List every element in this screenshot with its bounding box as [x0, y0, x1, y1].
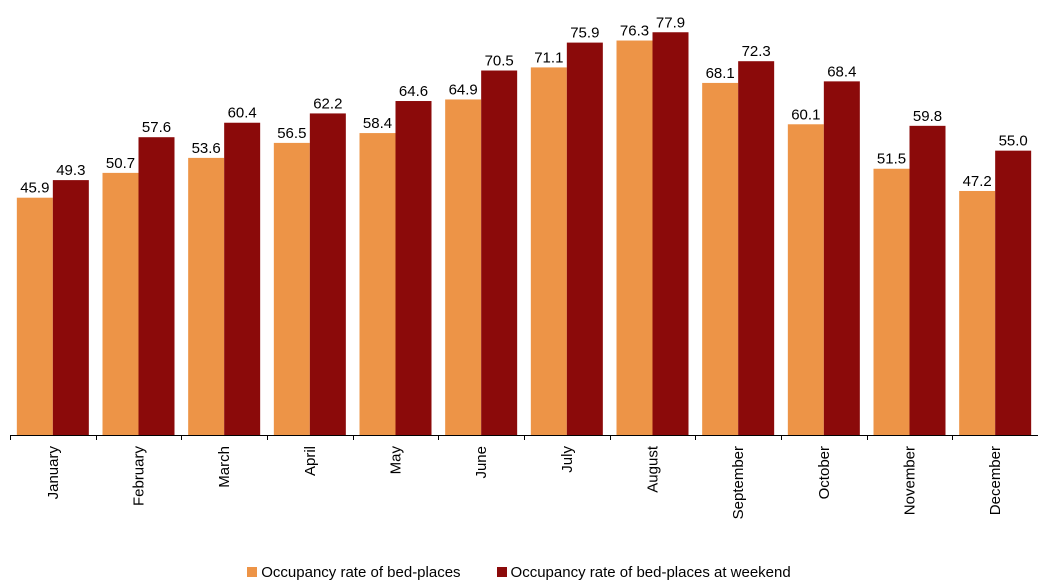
bar-series-2-march [224, 122, 261, 436]
x-tick-label-september: September [730, 446, 747, 519]
bar-series-1-august [616, 40, 653, 436]
data-label-series-1-october: 60.1 [791, 106, 820, 123]
data-label-series-2-september: 72.3 [742, 43, 771, 60]
data-label-series-2-october: 68.4 [827, 63, 856, 80]
data-label-series-2-april: 62.2 [313, 95, 342, 112]
bar-series-2-september [738, 61, 775, 436]
bar-series-2-october [823, 81, 860, 435]
chart-legend: Occupancy rate of bed-places Occupancy r… [0, 563, 1038, 581]
data-label-series-2-november: 59.8 [913, 108, 942, 125]
x-tick-label-march: March [216, 446, 233, 488]
data-label-series-2-december: 55.0 [999, 133, 1028, 150]
x-tick-label-november: November [902, 446, 919, 515]
x-tick-label-december: December [987, 446, 1004, 515]
legend-label-series-2: Occupancy rate of bed-places at weekend [510, 563, 791, 581]
data-label-series-2-june: 70.5 [485, 53, 514, 70]
bar-series-1-may [359, 133, 396, 435]
legend-label-series-1: Occupancy rate of bed-places [261, 563, 461, 581]
data-label-series-1-august: 76.3 [620, 23, 649, 40]
x-tick-label-july: July [559, 446, 576, 473]
data-label-series-2-january: 49.3 [56, 162, 85, 179]
x-tick-label-may: May [388, 446, 405, 475]
data-label-series-1-april: 56.5 [277, 125, 306, 142]
data-label-series-1-may: 58.4 [363, 115, 392, 132]
bar-series-2-august [652, 32, 689, 436]
bar-series-2-july [566, 42, 603, 436]
data-label-series-1-february: 50.7 [106, 155, 135, 172]
x-tick-label-august: August [645, 445, 662, 493]
data-label-series-2-august: 77.9 [656, 14, 685, 31]
bar-series-1-january [16, 197, 53, 435]
bar-series-2-december [995, 150, 1032, 435]
bar-series-2-june [481, 70, 518, 435]
occupancy-bar-chart: 45.9 49.3 January 50.7 57.6 February 53.6 60.4 M… [10, 14, 1038, 519]
data-label-series-1-june: 64.9 [449, 81, 478, 98]
x-tick-label-january: January [45, 446, 62, 500]
bar-series-2-february [138, 137, 175, 435]
bar-series-1-march [188, 157, 225, 435]
bar-series-2-january [52, 180, 89, 435]
bar-series-1-july [530, 67, 567, 436]
bar-series-1-june [445, 99, 482, 435]
bar-series-2-november [909, 125, 946, 436]
x-tick-label-april: April [302, 446, 319, 476]
bar-series-1-september [702, 82, 739, 435]
data-label-series-1-january: 45.9 [20, 180, 49, 197]
data-label-series-2-july: 75.9 [570, 25, 599, 42]
data-label-series-1-november: 51.5 [877, 151, 906, 168]
legend-item-series-2: Occupancy rate of bed-places at weekend [496, 563, 791, 581]
data-label-series-2-may: 64.6 [399, 83, 428, 100]
data-label-series-1-september: 68.1 [706, 65, 735, 82]
data-label-series-2-february: 57.6 [142, 119, 171, 136]
data-label-series-2-march: 60.4 [228, 105, 257, 122]
x-tick-label-october: October [816, 446, 833, 499]
data-label-series-1-july: 71.1 [534, 49, 563, 66]
bar-series-1-february [102, 172, 139, 436]
legend-item-series-1: Occupancy rate of bed-places [247, 563, 461, 581]
data-label-series-1-december: 47.2 [963, 173, 992, 190]
legend-swatch-series-1 [247, 567, 258, 577]
bar-series-1-december [959, 190, 996, 435]
bar-series-1-october [787, 124, 824, 436]
legend-swatch-series-2 [496, 567, 507, 577]
data-label-series-1-march: 53.6 [192, 140, 221, 157]
bar-series-2-may [395, 101, 432, 435]
x-tick-label-february: February [131, 446, 148, 507]
x-tick-label-june: June [473, 446, 490, 479]
bar-series-1-november [873, 168, 910, 435]
bar-series-2-april [309, 113, 346, 436]
bar-series-1-april [273, 142, 310, 435]
